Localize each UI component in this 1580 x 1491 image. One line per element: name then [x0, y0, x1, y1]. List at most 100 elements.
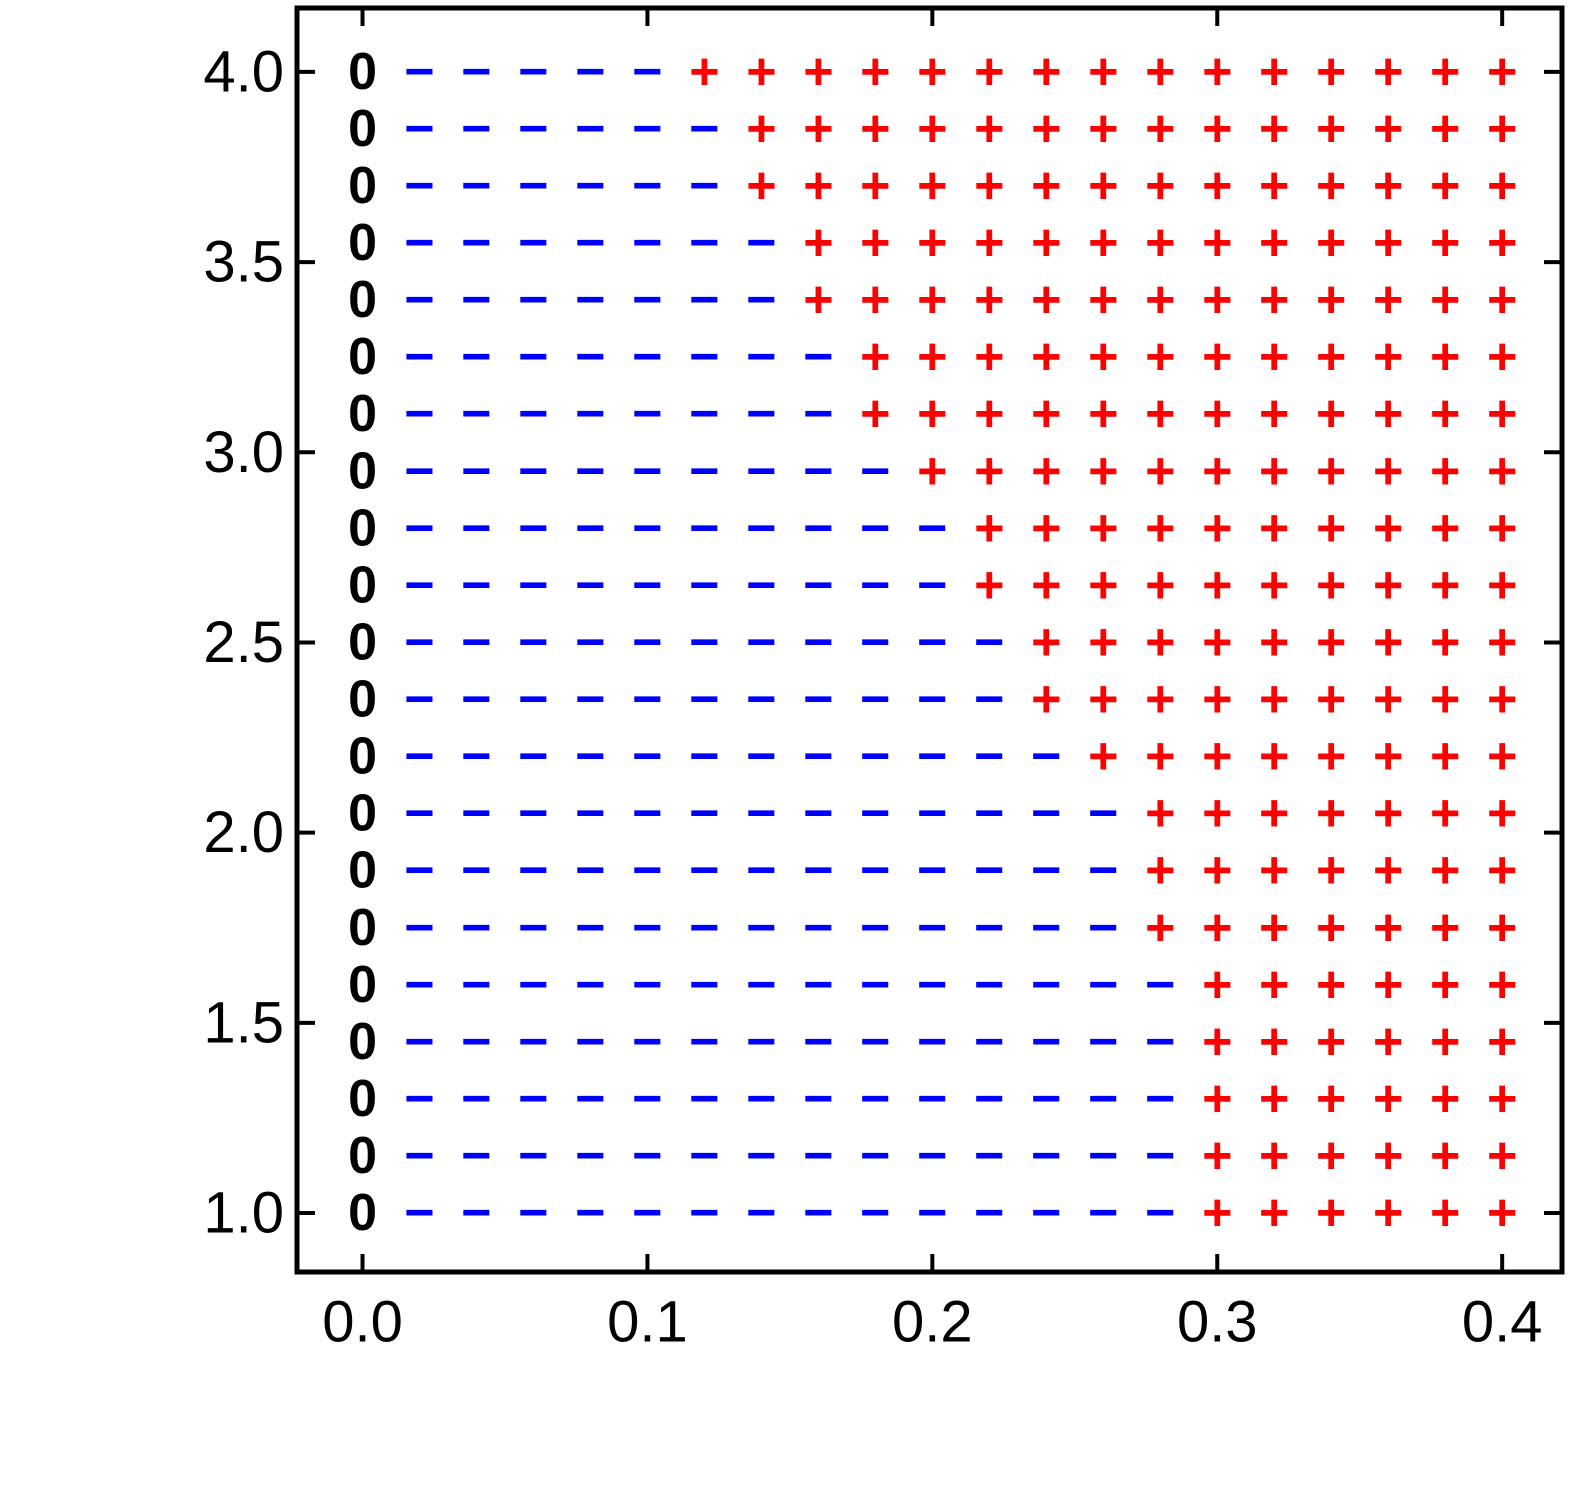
sign-marker: − [461, 956, 491, 1014]
sign-marker: − [689, 1184, 719, 1242]
sign-marker: + [917, 157, 947, 215]
sign-marker: + [1373, 100, 1403, 158]
sign-marker: − [1088, 1013, 1118, 1071]
sign-marker: 0 [348, 899, 377, 957]
sign-marker: 0 [348, 157, 377, 215]
sign-marker: − [575, 842, 605, 900]
sign-marker: − [974, 956, 1004, 1014]
sign-marker: + [1145, 271, 1175, 329]
sign-marker: − [1145, 1184, 1175, 1242]
sign-marker: + [1145, 100, 1175, 158]
sign-marker: + [1202, 1127, 1232, 1185]
sign-marker: 0 [348, 271, 377, 329]
sign-marker: − [632, 499, 662, 557]
sign-marker: − [1031, 842, 1061, 900]
sign-marker: + [1202, 728, 1232, 786]
sign-marker: − [803, 785, 833, 843]
sign-marker: − [518, 157, 548, 215]
sign-marker: + [1430, 1184, 1460, 1242]
sign-marker: + [1259, 442, 1289, 500]
sign-marker: − [518, 671, 548, 729]
sign-marker: − [575, 271, 605, 329]
sign-marker: + [1487, 499, 1517, 557]
sign-marker: + [1145, 328, 1175, 386]
x-tick-label: 0.3 [1177, 1290, 1258, 1355]
sign-marker: − [575, 157, 605, 215]
sign-marker: − [1088, 1184, 1118, 1242]
sign-marker: + [1373, 613, 1403, 671]
sign-marker: + [1487, 1184, 1517, 1242]
sign-marker: 0 [348, 613, 377, 671]
sign-marker: − [1031, 1184, 1061, 1242]
sign-marker: + [1373, 785, 1403, 843]
sign-marker: − [974, 613, 1004, 671]
sign-marker: + [803, 157, 833, 215]
sign-marker: − [1088, 842, 1118, 900]
sign-marker: − [803, 899, 833, 957]
sign-marker: + [1202, 1184, 1232, 1242]
sign-marker: + [1145, 671, 1175, 729]
sign-marker: + [1145, 785, 1175, 843]
sign-marker: − [575, 728, 605, 786]
sign-marker: − [746, 1013, 776, 1071]
sign-marker: 0 [348, 385, 377, 443]
sign-marker: − [1145, 1127, 1175, 1185]
sign-marker: + [1487, 785, 1517, 843]
sign-marker: + [1202, 328, 1232, 386]
sign-marker: + [1430, 385, 1460, 443]
sign-marker: − [746, 556, 776, 614]
sign-marker: 0 [348, 499, 377, 557]
sign-marker: − [746, 499, 776, 557]
sign-marker: + [1088, 214, 1118, 272]
sign-marker: + [1373, 157, 1403, 215]
sign-marker: − [860, 728, 890, 786]
sign-marker: + [1088, 271, 1118, 329]
sign-marker: − [404, 499, 434, 557]
sign-marker: + [1487, 43, 1517, 101]
sign-marker: − [689, 1013, 719, 1071]
sign-marker: + [1316, 43, 1346, 101]
sign-marker: + [974, 100, 1004, 158]
sign-marker: + [1316, 1184, 1346, 1242]
sign-marker: + [860, 157, 890, 215]
sign-marker: + [1202, 271, 1232, 329]
sign-marker: + [1202, 1013, 1232, 1071]
sign-marker: − [404, 842, 434, 900]
sign-marker: + [917, 271, 947, 329]
sign-marker: − [860, 671, 890, 729]
sign-marker: − [917, 556, 947, 614]
sign-marker: + [746, 43, 776, 101]
sign-marker: − [632, 728, 662, 786]
sign-marker: + [1031, 328, 1061, 386]
sign-marker: − [746, 1070, 776, 1128]
sign-marker: − [404, 1127, 434, 1185]
sign-marker: + [1202, 956, 1232, 1014]
sign-marker: + [860, 100, 890, 158]
sign-marker: + [1487, 899, 1517, 957]
sign-marker: + [1430, 671, 1460, 729]
sign-marker: − [974, 842, 1004, 900]
sign-marker: − [461, 1070, 491, 1128]
sign-marker: + [1430, 214, 1460, 272]
y-tick-label: 2.0 [203, 800, 284, 865]
sign-marker: − [404, 556, 434, 614]
sign-marker: + [1487, 956, 1517, 1014]
sign-marker: − [404, 271, 434, 329]
sign-marker: + [1145, 842, 1175, 900]
sign-marker: − [803, 556, 833, 614]
sign-marker: − [632, 1127, 662, 1185]
sign-marker: + [860, 214, 890, 272]
sign-marker: − [746, 328, 776, 386]
sign-marker: − [1088, 899, 1118, 957]
sign-marker: 0 [348, 100, 377, 158]
sign-marker: − [518, 100, 548, 158]
sign-marker: + [1487, 214, 1517, 272]
sign-marker: 0 [348, 442, 377, 500]
sign-marker: + [1430, 1070, 1460, 1128]
y-tick-label: 3.5 [203, 230, 284, 295]
sign-marker: + [1487, 1013, 1517, 1071]
sign-marker: − [974, 1013, 1004, 1071]
sign-marker: − [974, 1184, 1004, 1242]
sign-marker: + [1259, 1127, 1289, 1185]
x-tick-label: 0.0 [322, 1290, 403, 1355]
